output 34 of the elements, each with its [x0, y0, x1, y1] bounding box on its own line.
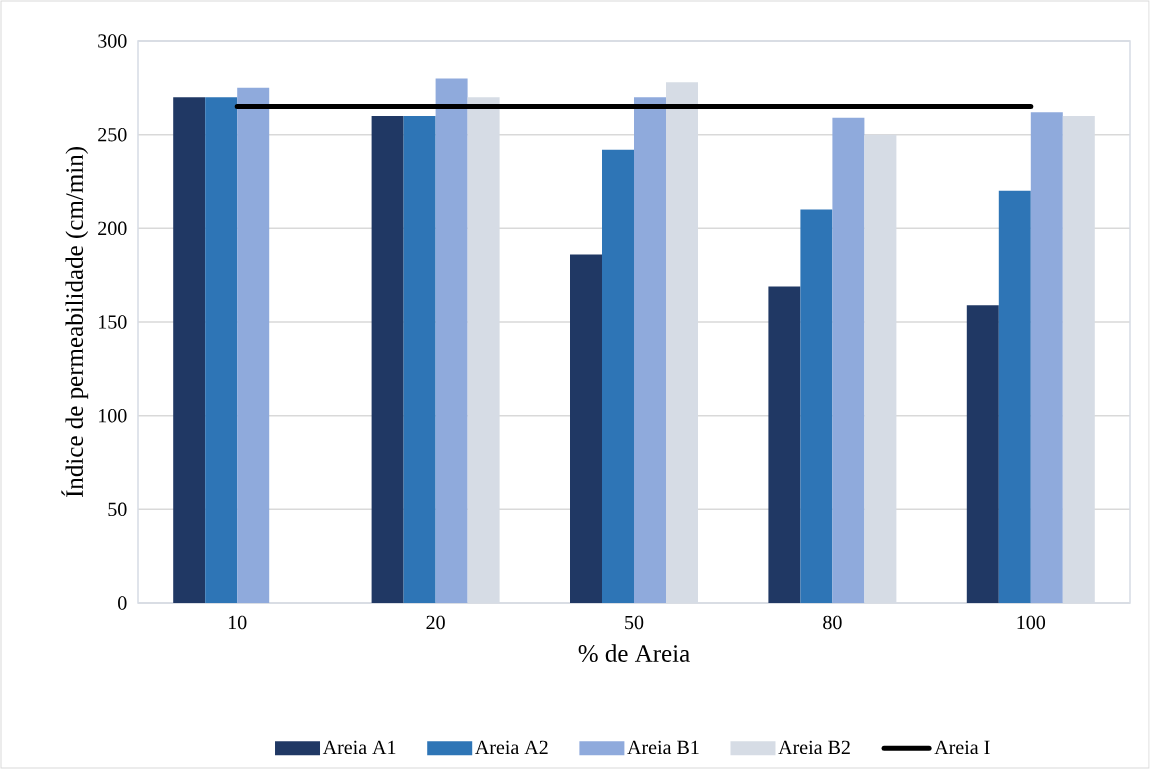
bar: [800, 209, 833, 603]
legend-label: Areia B1: [627, 740, 699, 755]
bar: [570, 254, 602, 603]
x-tick-label: 50: [625, 615, 644, 630]
y-tick-label: 300: [98, 34, 127, 48]
y-tick-label: 100: [99, 408, 127, 423]
bar: [403, 115, 436, 603]
bar: [832, 117, 865, 603]
bar: [173, 97, 206, 603]
bar: [205, 97, 238, 603]
y-tick-label: 150: [99, 315, 127, 329]
x-tick-label: 80: [823, 615, 842, 630]
legend-label: Areia I: [934, 740, 990, 755]
y-tick-label: 0: [118, 596, 127, 610]
bar: [1030, 112, 1063, 603]
y-axis-title: Índice de permeabilidade (cm/min): [61, 147, 89, 498]
bar: [237, 87, 270, 603]
legend-label: Areia A2: [475, 740, 548, 755]
legend-label: Areia B2: [778, 740, 850, 755]
y-tick-label: 50: [108, 502, 127, 517]
bar: [602, 149, 634, 603]
x-tick-label: 10: [228, 615, 247, 630]
bar: [371, 115, 404, 603]
bar: [768, 286, 801, 603]
bar: [634, 97, 666, 603]
x-tick-label: 20: [426, 615, 445, 630]
bar: [998, 190, 1031, 603]
bar: [435, 78, 468, 603]
x-tick-label: 100: [1017, 615, 1046, 630]
y-tick-label: 250: [98, 127, 127, 142]
legend-label: Areia A1: [322, 740, 396, 755]
x-axis-title: % de Areia: [578, 644, 690, 663]
y-tick-label: 200: [98, 221, 127, 236]
bar: [966, 305, 999, 603]
